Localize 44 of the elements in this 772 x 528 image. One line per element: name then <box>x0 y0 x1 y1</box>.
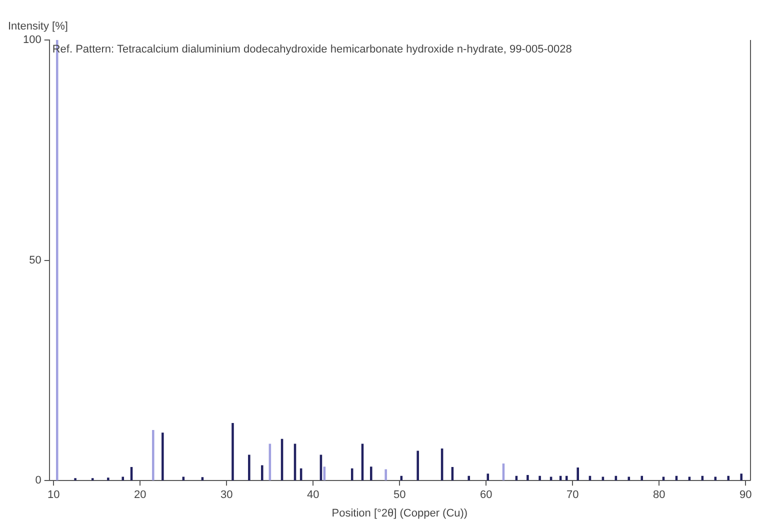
bar <box>468 476 470 480</box>
bar <box>384 469 387 480</box>
bar <box>602 476 604 480</box>
bar <box>323 466 326 480</box>
x-tick-label: 10 <box>48 489 60 502</box>
bar <box>122 476 124 480</box>
y-tick-label: 100 <box>22 34 42 46</box>
bar <box>740 474 742 480</box>
bar <box>248 454 250 480</box>
bar <box>416 450 419 480</box>
annotation: Ref. Pattern: Tetracalcium dialuminium dodecahydroxide hemicarbonate hydroxide n-hydrate, 99-005-0028 <box>52 44 572 56</box>
bar <box>628 476 630 480</box>
bar <box>232 422 234 480</box>
bar <box>107 478 110 480</box>
bar <box>526 474 529 480</box>
y-tick-label: 50 <box>29 254 42 266</box>
y-tick-label: 0 <box>35 474 42 487</box>
bar <box>565 476 568 480</box>
bar <box>182 476 185 480</box>
bar <box>727 476 730 480</box>
bar <box>320 454 322 480</box>
x-tick-label: 80 <box>653 489 666 502</box>
bar <box>714 476 717 480</box>
x-tick-label: 40 <box>307 489 320 502</box>
bar <box>538 476 541 480</box>
x-tick-label: 60 <box>480 489 492 502</box>
bar <box>688 476 691 480</box>
x-tick-label: 20 <box>134 489 146 502</box>
bar <box>152 430 154 480</box>
x-tick-label: 30 <box>220 489 233 502</box>
bar <box>261 465 264 480</box>
bar <box>486 474 490 480</box>
bar <box>550 476 552 480</box>
bar <box>576 467 579 480</box>
y-axis-title: Intensity [%] <box>8 20 68 33</box>
bar <box>370 466 372 480</box>
bar <box>162 432 164 480</box>
bar <box>640 476 644 480</box>
bar <box>662 476 665 480</box>
x-tick-label: 50 <box>394 489 406 502</box>
x-axis-title: Position [°2θ] (Copper (Cu)) <box>332 507 468 520</box>
x-tick-label: 90 <box>740 489 752 502</box>
x-tick-label: 70 <box>566 489 579 502</box>
bar <box>201 477 204 480</box>
